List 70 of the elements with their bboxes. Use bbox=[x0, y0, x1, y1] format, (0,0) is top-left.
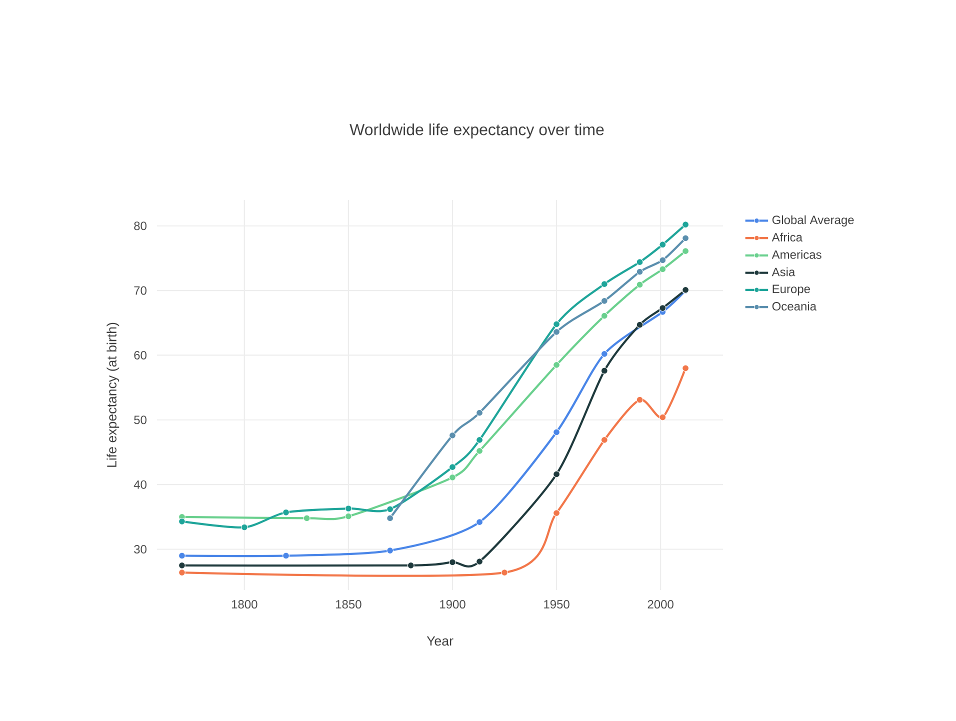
y-tick-label: 80 bbox=[134, 222, 146, 230]
point bbox=[449, 558, 456, 566]
point bbox=[240, 524, 248, 531]
point bbox=[553, 361, 560, 368]
point bbox=[600, 312, 608, 320]
point bbox=[659, 304, 666, 312]
y-tick-label: 40 bbox=[134, 480, 146, 489]
point bbox=[449, 464, 456, 471]
y-tick-label: 60 bbox=[134, 350, 146, 360]
point bbox=[682, 221, 690, 228]
point bbox=[636, 321, 644, 328]
legend-label: Europe bbox=[772, 284, 810, 296]
y-tick-label: 70 bbox=[134, 286, 146, 295]
y-axis-title: Life expectancy (at birth) bbox=[106, 322, 120, 467]
point bbox=[282, 508, 290, 516]
point bbox=[476, 409, 484, 416]
point bbox=[659, 241, 666, 248]
point bbox=[553, 428, 560, 436]
point bbox=[282, 552, 290, 560]
point bbox=[501, 569, 508, 576]
point bbox=[178, 562, 186, 569]
point bbox=[386, 547, 394, 554]
point bbox=[178, 569, 186, 576]
x-tick-label: 1800 bbox=[232, 600, 258, 609]
point bbox=[386, 506, 394, 513]
y-tick-label: 30 bbox=[134, 545, 146, 554]
point bbox=[476, 558, 484, 566]
point bbox=[636, 396, 644, 404]
point bbox=[344, 505, 352, 512]
point bbox=[386, 514, 394, 522]
point bbox=[449, 474, 456, 481]
point bbox=[682, 248, 690, 255]
point bbox=[476, 447, 484, 454]
point bbox=[476, 518, 484, 526]
point bbox=[344, 512, 352, 520]
point bbox=[636, 281, 644, 288]
point bbox=[600, 436, 608, 444]
point bbox=[600, 350, 608, 358]
point bbox=[178, 518, 186, 525]
point bbox=[682, 364, 690, 372]
point bbox=[659, 266, 666, 273]
chart-title: Worldwide life expectancy over time bbox=[350, 124, 604, 138]
point bbox=[600, 367, 608, 374]
point bbox=[476, 436, 484, 444]
point bbox=[659, 414, 666, 421]
point bbox=[407, 562, 414, 569]
legend-label: Americas bbox=[772, 250, 822, 259]
point bbox=[178, 552, 186, 560]
point bbox=[659, 256, 666, 264]
point bbox=[682, 234, 690, 242]
point bbox=[449, 432, 456, 439]
legend-label: Global Average bbox=[772, 215, 854, 227]
point bbox=[553, 510, 560, 516]
x-tick-label: 1950 bbox=[544, 600, 570, 609]
y-tick-label: 50 bbox=[134, 416, 146, 424]
point bbox=[600, 280, 608, 288]
x-tick-label: 1900 bbox=[440, 600, 466, 609]
x-axis-title: Year bbox=[426, 636, 454, 646]
legend-label: Asia bbox=[772, 267, 796, 276]
x-tick-label: 2000 bbox=[648, 600, 674, 609]
point bbox=[303, 514, 310, 522]
point bbox=[553, 320, 560, 328]
point bbox=[600, 297, 608, 304]
x-tick-label: 1850 bbox=[336, 600, 362, 609]
point bbox=[553, 470, 560, 478]
legend-label: Africa bbox=[772, 232, 802, 242]
point bbox=[553, 328, 560, 336]
legend-label: Oceania bbox=[772, 302, 816, 311]
point bbox=[636, 268, 644, 276]
point bbox=[636, 258, 644, 266]
